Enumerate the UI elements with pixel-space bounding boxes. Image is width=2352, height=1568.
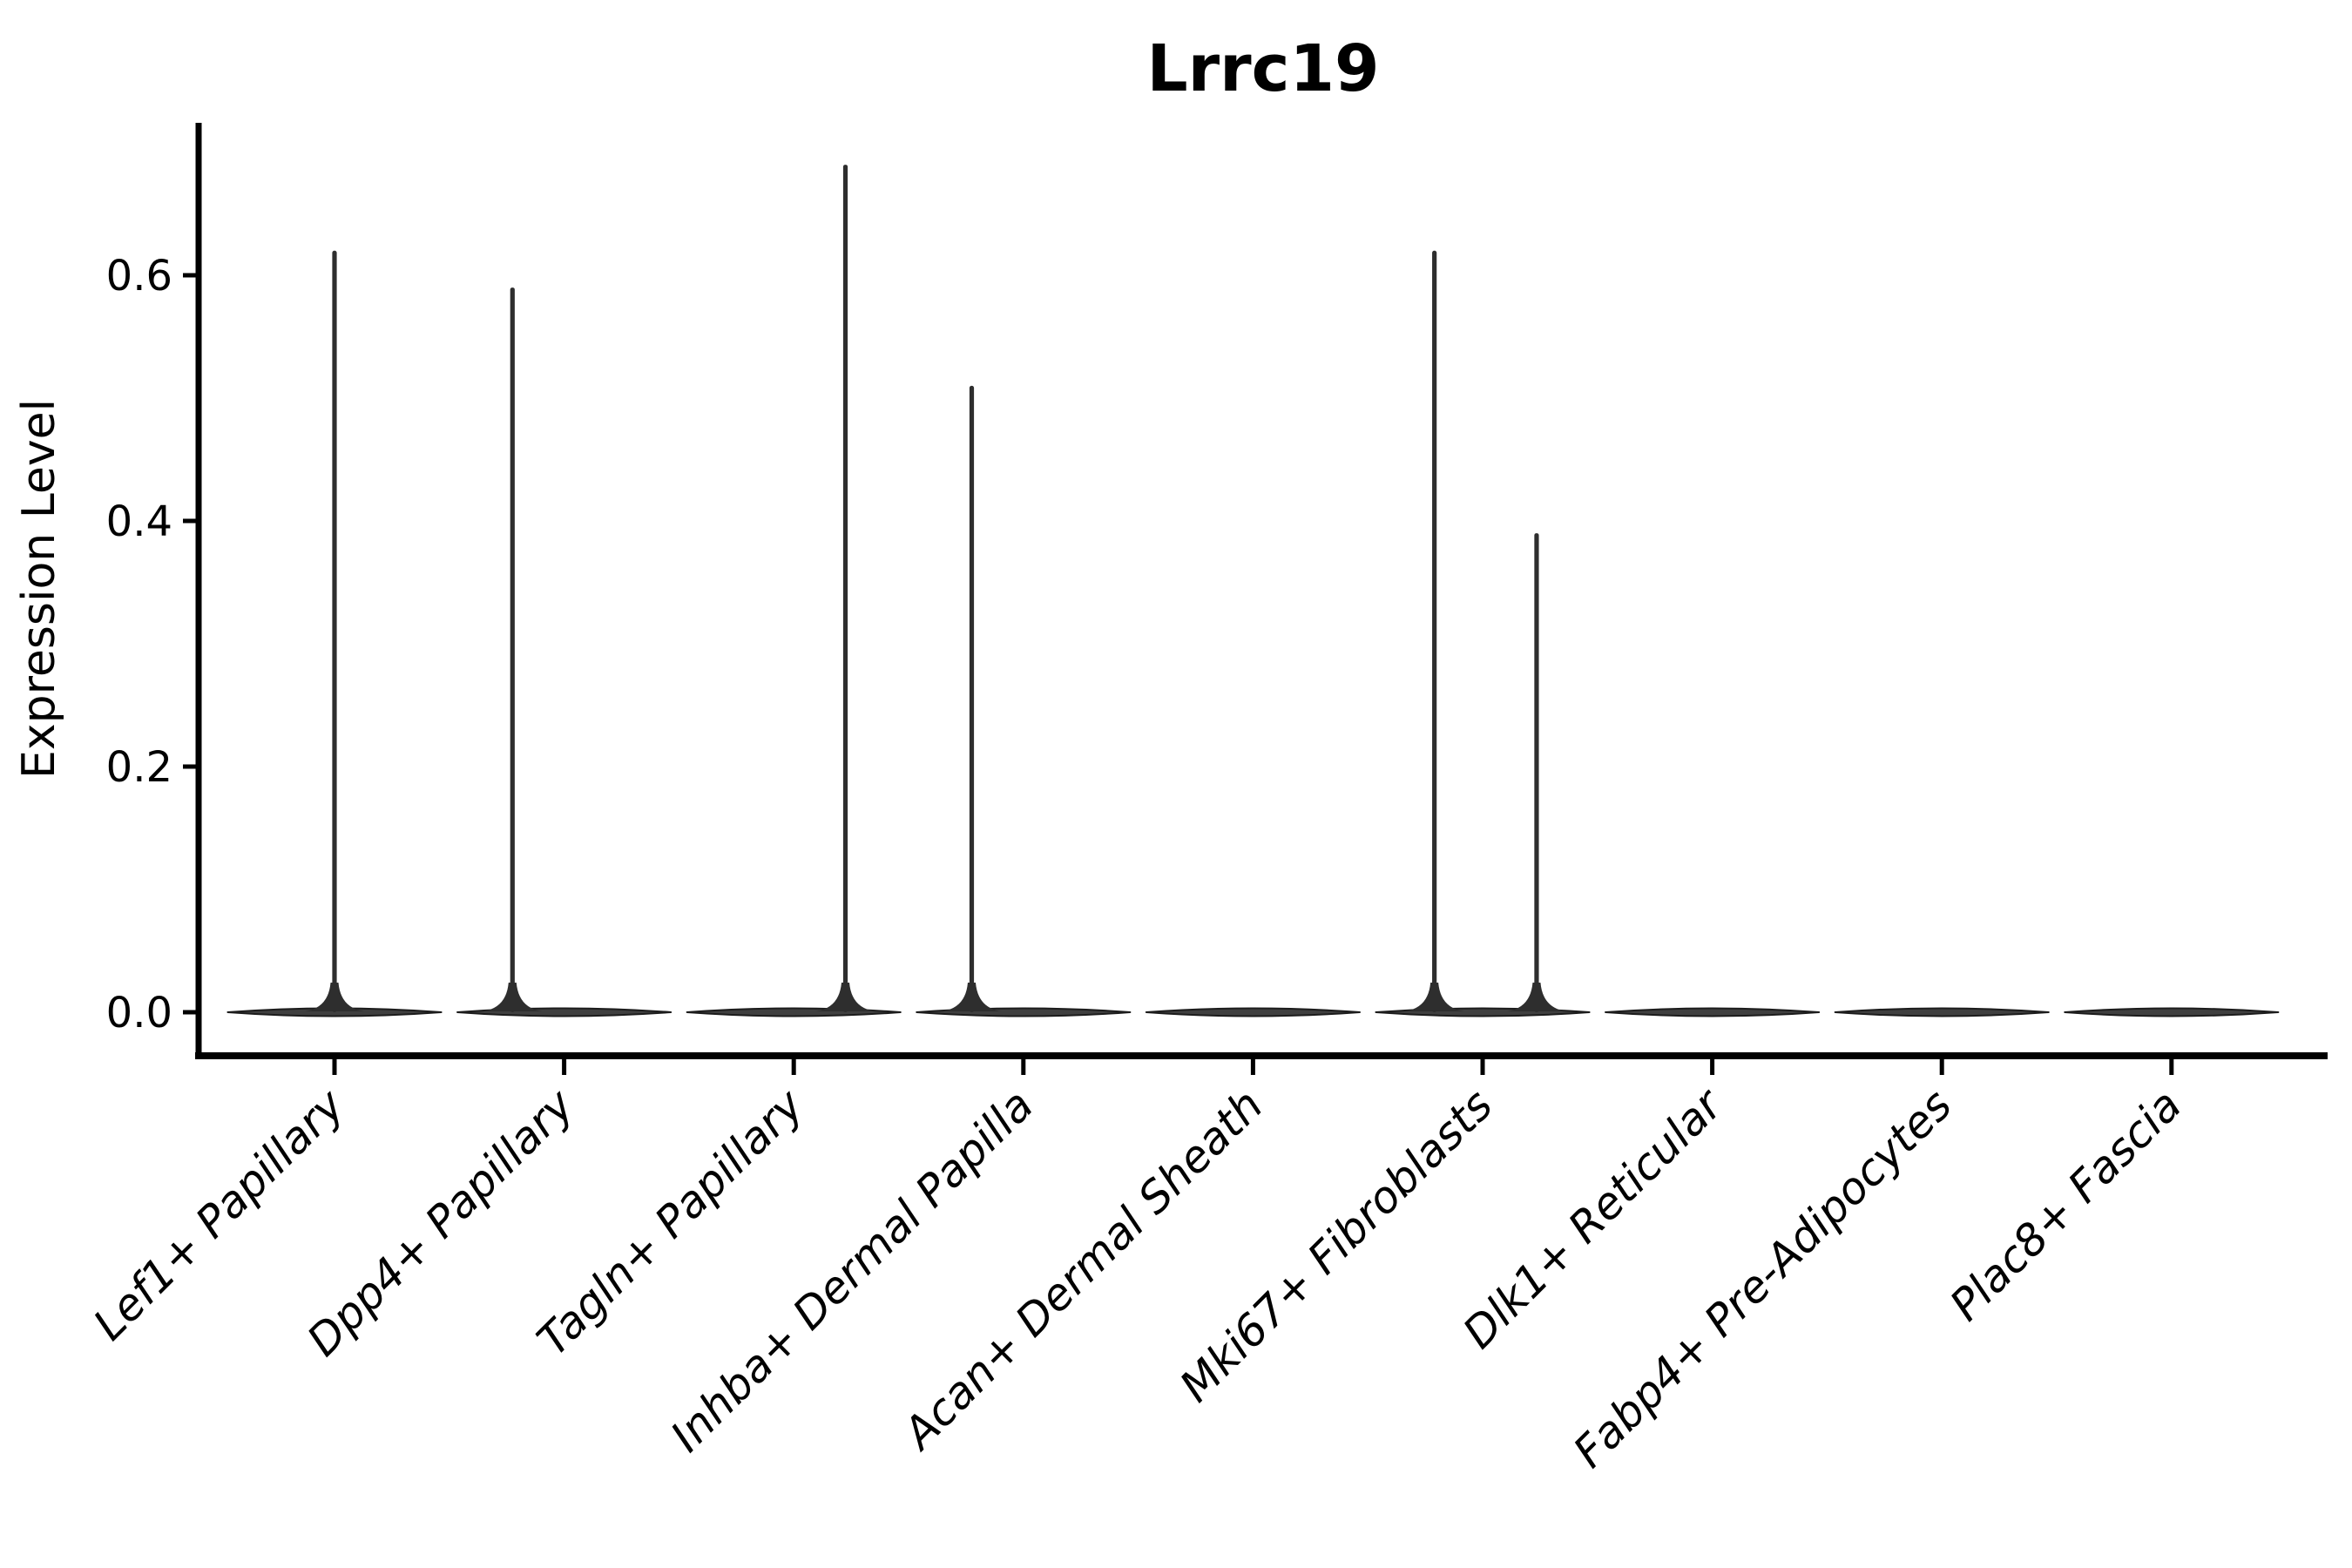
- y-ticks-group: [183, 273, 199, 1015]
- violin-base: [2064, 1007, 2280, 1017]
- y-tick-label: 0.6: [106, 252, 172, 301]
- x-tick-label: Fabp4+ Pre-Adipocytes: [1564, 1079, 1962, 1477]
- violin-base: [456, 1007, 672, 1017]
- violin-spike: [1432, 250, 1437, 1012]
- violin: [1375, 250, 1591, 1017]
- violin-spike: [510, 287, 515, 1013]
- violin: [2064, 1007, 2280, 1017]
- y-tick-label: 0.4: [106, 497, 172, 546]
- violin-base: [1605, 1007, 1821, 1017]
- x-ticks-group: [332, 1058, 2174, 1075]
- violin-spike: [332, 250, 337, 1012]
- violin: [226, 250, 443, 1017]
- y-axis-label: Expression Level: [13, 399, 65, 779]
- chart-title: Lrrc19: [1147, 31, 1380, 106]
- violin: [916, 385, 1132, 1017]
- violin: [456, 287, 672, 1017]
- violin-spike: [842, 165, 848, 1013]
- x-tick-label: Lef1+ Papillary: [84, 1078, 355, 1349]
- violin-base: [1834, 1007, 2050, 1017]
- violin: [686, 165, 902, 1017]
- y-tick-labels-group: 0.0 0.2 0.4 0.6: [106, 252, 172, 1037]
- violins-group: [226, 165, 2280, 1017]
- violin-spike: [1534, 533, 1539, 1012]
- violin: [1834, 1007, 2050, 1017]
- x-tick-label: Inhba+ Dermal Papilla: [661, 1079, 1043, 1461]
- violin-base: [1145, 1007, 1361, 1017]
- violin: [1145, 1007, 1361, 1017]
- violin: [1605, 1007, 1821, 1017]
- violin-base: [686, 1007, 902, 1017]
- y-tick-label: 0.0: [106, 989, 172, 1037]
- y-tick-label: 0.2: [106, 743, 172, 792]
- x-tick-label: Plac8+ Fascia: [1940, 1079, 2191, 1330]
- violin-base: [916, 1007, 1132, 1017]
- violin-spike: [969, 385, 975, 1012]
